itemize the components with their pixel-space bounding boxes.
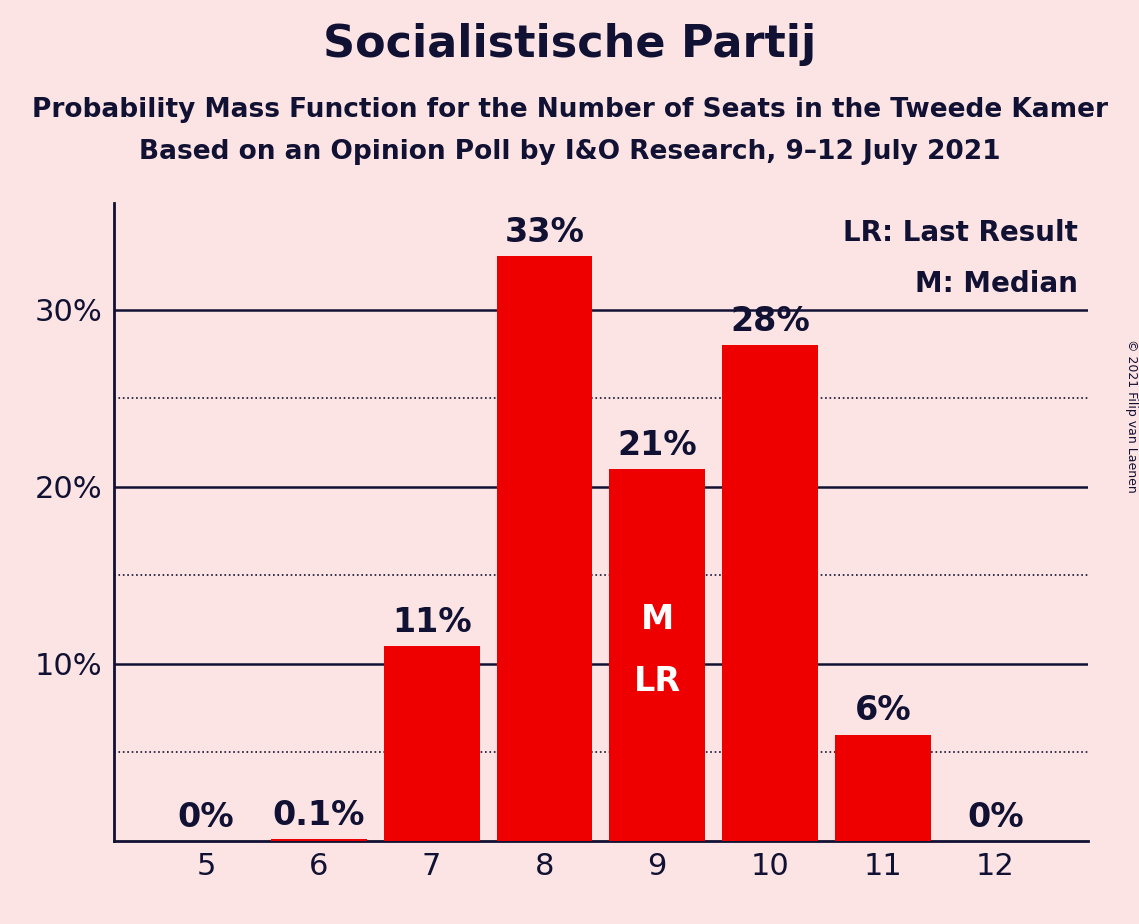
Text: 0.1%: 0.1% (272, 799, 366, 832)
Bar (835, 735, 931, 841)
Text: 0%: 0% (967, 801, 1024, 833)
Text: M: M (640, 603, 674, 636)
Text: LR: Last Result: LR: Last Result (843, 219, 1077, 248)
Text: 33%: 33% (505, 216, 584, 249)
Text: LR: LR (633, 665, 681, 698)
Text: Based on an Opinion Poll by I&O Research, 9–12 July 2021: Based on an Opinion Poll by I&O Research… (139, 139, 1000, 164)
Text: 11%: 11% (392, 606, 472, 639)
Bar (271, 839, 367, 841)
Text: 0%: 0% (178, 801, 235, 833)
Bar (497, 256, 592, 841)
Text: 21%: 21% (617, 429, 697, 462)
Text: 6%: 6% (854, 695, 911, 727)
Bar (722, 345, 818, 841)
Text: M: Median: M: Median (915, 270, 1077, 298)
Text: Probability Mass Function for the Number of Seats in the Tweede Kamer: Probability Mass Function for the Number… (32, 97, 1107, 123)
Text: Socialistische Partij: Socialistische Partij (322, 23, 817, 67)
Text: 28%: 28% (730, 305, 810, 338)
Bar (609, 469, 705, 841)
Text: © 2021 Filip van Laenen: © 2021 Filip van Laenen (1124, 339, 1138, 492)
Bar (384, 646, 480, 841)
